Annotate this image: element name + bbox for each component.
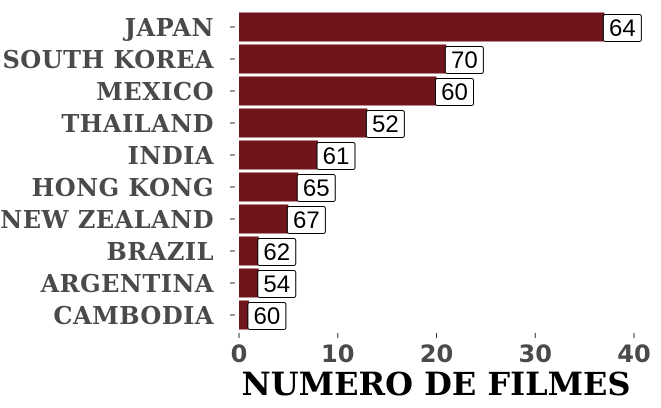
bars-group [239, 12, 605, 330]
x-axis-title: NUMERO DE FILMES [242, 365, 631, 403]
data-label-text: 70 [451, 47, 478, 74]
bar [239, 268, 259, 298]
data-label-text: 60 [254, 303, 281, 330]
y-tick-label: THAILAND [61, 109, 214, 138]
x-tick-label: 40 [617, 340, 650, 368]
data-label-text: 65 [303, 175, 330, 202]
bar [239, 76, 437, 106]
data-label: 60 [247, 302, 287, 330]
data-label: 65 [296, 174, 336, 202]
bar [239, 44, 447, 74]
data-label: 62 [257, 238, 297, 266]
data-label-box [316, 142, 356, 170]
data-label-text: 64 [609, 15, 636, 42]
data-label-box [365, 110, 405, 138]
bar [239, 172, 299, 202]
data-label-text: 52 [372, 111, 399, 138]
y-tick-label: CAMBODIA [53, 301, 214, 330]
y-tick-label: NEW ZEALAND [0, 205, 214, 234]
y-tick-label: ARGENTINA [40, 269, 214, 298]
bar [239, 140, 318, 170]
data-label-box [247, 302, 287, 330]
data-label-box [257, 270, 297, 298]
y-tick-label: JAPAN [123, 13, 214, 42]
y-tick-label: HONG KONG [32, 173, 214, 202]
y-tick-label: SOUTH KOREA [2, 45, 214, 74]
data-label-box [602, 14, 642, 42]
data-label-text: 62 [263, 239, 290, 266]
y-tick-label: MEXICO [96, 77, 214, 106]
data-label-box [257, 238, 297, 266]
x-tick-label: 0 [231, 340, 248, 368]
category-labels: JAPAN SOUTH KOREA MEXICO THAILAND INDIA HONG … [0, 13, 235, 330]
data-label-text: 60 [441, 79, 468, 106]
x-tick-label: 10 [321, 340, 354, 368]
data-label: 64 [602, 14, 642, 42]
bar [239, 236, 259, 266]
y-tick-label: BRAZIL [107, 237, 214, 266]
data-label-text: 67 [293, 207, 320, 234]
y-tick-label: INDIA [128, 141, 214, 170]
bar [239, 12, 605, 42]
x-tick-label: 20 [420, 340, 453, 368]
data-label-box [296, 174, 336, 202]
data-label: 54 [257, 270, 297, 298]
data-label-text: 61 [323, 143, 350, 170]
x-tick-label: 30 [519, 340, 552, 368]
bar [239, 108, 368, 138]
x-axis-ticks: 0 10 20 30 40 [231, 333, 651, 368]
data-label-box [286, 206, 326, 234]
data-label-box [444, 46, 484, 74]
data-label: 67 [286, 206, 326, 234]
data-label: 70 [444, 46, 484, 74]
data-label: 52 [365, 110, 405, 138]
data-label: 60 [435, 78, 474, 106]
data-label: 61 [316, 142, 356, 170]
bar [239, 204, 289, 234]
bar [239, 300, 249, 330]
data-label-box [435, 78, 474, 106]
data-label-text: 54 [263, 271, 290, 298]
